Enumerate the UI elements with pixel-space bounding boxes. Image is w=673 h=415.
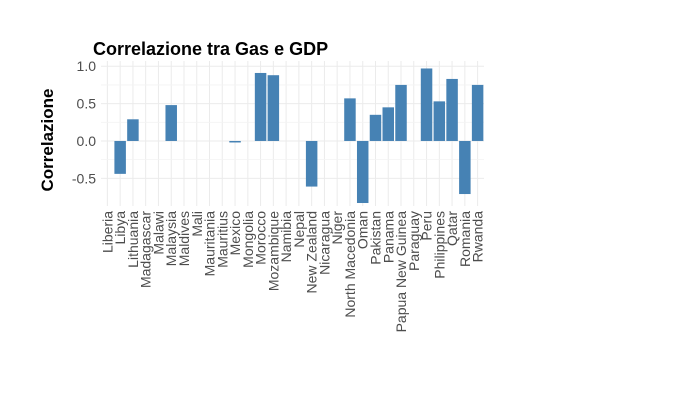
x-tick-label: Malaysia — [163, 211, 179, 266]
x-tick-label: North Macedonia — [342, 211, 358, 318]
bar — [344, 98, 356, 141]
y-tick-label: 0.5 — [77, 96, 97, 112]
y-axis-label: Correlazione — [38, 89, 57, 192]
x-tick-label: Rwanda — [470, 211, 486, 263]
x-tick-label: Mongolia — [240, 211, 256, 268]
x-tick-label: Romania — [457, 211, 473, 267]
x-tick-label: Mali — [189, 211, 205, 237]
x-tick-label: Paraguay — [406, 211, 422, 271]
bar — [127, 119, 139, 141]
x-tick-label: Mauritius — [214, 211, 230, 268]
x-tick-label: Qatar — [444, 211, 460, 246]
x-tick-label: Pakistan — [367, 211, 383, 265]
bar — [267, 75, 280, 141]
y-tick-label: 1.0 — [77, 58, 97, 74]
x-tick-label: Nepal — [291, 211, 307, 248]
x-tick-labels: LiberiaLibyaLithuaniaMadagascarMalawiMal… — [99, 211, 485, 333]
bar — [395, 84, 407, 141]
x-tick-label: Panama — [380, 211, 396, 263]
x-tick-label: Mexico — [227, 211, 243, 256]
bar — [165, 105, 177, 141]
y-tick-label: -0.5 — [72, 170, 96, 186]
bar — [356, 140, 369, 204]
bar — [114, 140, 126, 174]
bar — [369, 114, 382, 141]
bar — [471, 84, 484, 141]
x-tick-label: Oman — [355, 211, 371, 249]
x-tick-label: Philippines — [431, 211, 447, 279]
x-tick-label: Nicaragua — [316, 211, 332, 275]
x-tick-label: Namibia — [278, 211, 294, 263]
x-tick-label: Maldives — [176, 211, 192, 266]
x-tick-label: Mauritania — [202, 211, 218, 277]
bar — [446, 78, 458, 141]
x-tick-label: Peru — [419, 211, 435, 241]
x-tick-label: Libya — [112, 211, 128, 245]
x-tick-label: Madagascar — [138, 211, 154, 288]
x-tick-label: Liberia — [99, 211, 115, 253]
y-tick-label: 0.0 — [77, 133, 97, 149]
x-tick-label: New Zealand — [304, 211, 320, 294]
x-tick-label: Papua New Guinea — [393, 211, 409, 333]
bar — [229, 140, 241, 143]
x-tick-label: Mozambique — [265, 211, 281, 291]
bar — [459, 140, 471, 195]
bar — [420, 68, 433, 141]
bar — [382, 107, 394, 141]
x-tick-label: Lithuania — [125, 211, 141, 268]
bar — [254, 72, 267, 141]
x-tick-label: Malawi — [150, 211, 166, 255]
bars — [114, 68, 484, 204]
y-tick-labels: -0.5 0.0 0.5 1.0 — [72, 58, 96, 186]
bar — [305, 140, 318, 187]
x-tick-label: Morocco — [253, 211, 269, 265]
chart-title: Correlazione tra Gas e GDP — [93, 39, 328, 59]
x-tick-label: Niger — [329, 211, 345, 245]
bar — [433, 101, 446, 141]
